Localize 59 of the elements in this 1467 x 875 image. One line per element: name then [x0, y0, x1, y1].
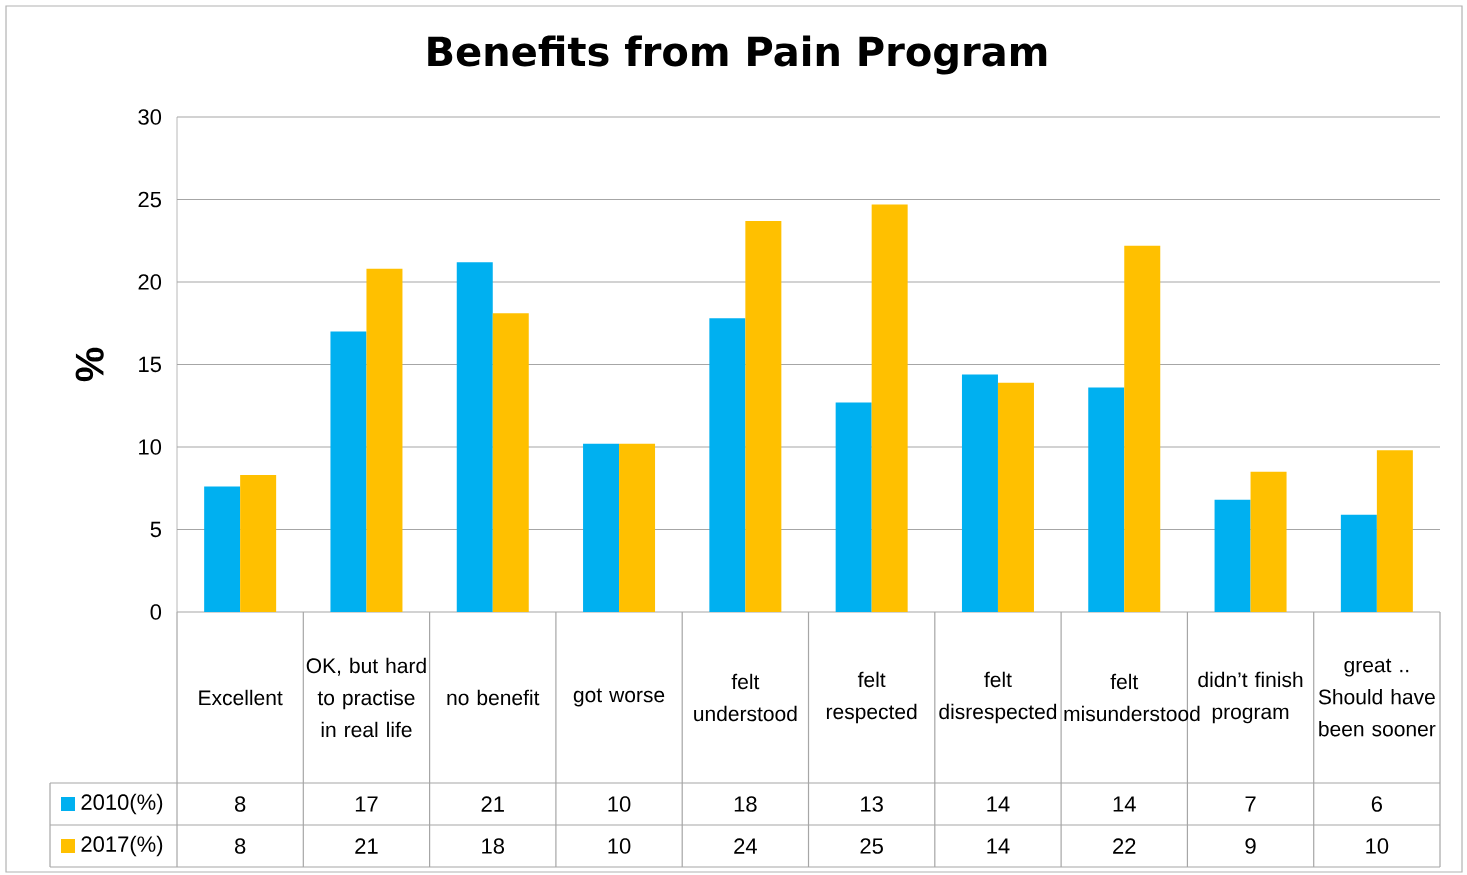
y-tick-label: 0	[150, 604, 162, 620]
bar	[366, 268, 403, 612]
data-label: 13	[861, 796, 883, 812]
legend-label: 2017(%)	[81, 835, 163, 857]
bar	[1340, 514, 1377, 612]
data-label: 24	[734, 838, 757, 854]
y-tick-label: 10	[139, 439, 162, 455]
x-tick-label: no benefit	[447, 689, 540, 706]
bar	[1376, 450, 1413, 612]
x-tick-label: felt disrespected	[939, 671, 1057, 724]
x-tick-label: OK, but hard to practise in real life	[306, 657, 426, 738]
data-label: 6	[1371, 796, 1382, 812]
x-tick-label: got worse	[573, 688, 665, 707]
y-tick-label: 5	[150, 521, 161, 538]
legend-label: 2010(%)	[81, 793, 163, 815]
x-tick-label: felt understood	[694, 673, 797, 722]
x-tick-label: great .. Should have been sooner	[1318, 658, 1436, 737]
bar	[492, 313, 529, 612]
y-axis-title: %	[75, 347, 104, 382]
y-tick-label: 25	[138, 191, 161, 208]
y-tick-label: 15	[139, 356, 161, 373]
bar	[997, 382, 1034, 612]
bar	[871, 204, 908, 612]
bar	[1088, 387, 1125, 612]
data-label: 18	[734, 796, 757, 812]
bar	[1124, 245, 1161, 612]
bar	[456, 262, 493, 612]
x-tick-label: Excellent	[199, 689, 283, 706]
data-label: 22	[1113, 838, 1136, 854]
bar	[619, 443, 656, 612]
data-label: 9	[1245, 838, 1256, 854]
data-label: 14	[987, 796, 1010, 812]
chart-title: Benefits from Pain Program	[428, 35, 1047, 75]
bar	[1250, 471, 1287, 612]
bar	[204, 486, 241, 612]
bar	[835, 402, 872, 612]
data-label: 7	[1245, 796, 1256, 812]
bar	[709, 318, 746, 612]
data-label: 25	[860, 838, 883, 854]
bar	[240, 475, 277, 612]
y-tick-label: 30	[138, 109, 162, 125]
bar	[1214, 499, 1251, 612]
x-tick-label: felt respected	[826, 671, 917, 724]
data-label: 21	[481, 796, 504, 812]
data-label: 8	[234, 838, 246, 854]
data-label: 21	[355, 838, 378, 854]
data-label: 10	[608, 838, 631, 854]
data-label: 8	[234, 796, 246, 812]
bar	[583, 443, 620, 612]
data-label: 17	[355, 796, 378, 812]
y-tick-label: 20	[138, 274, 162, 290]
data-label: 10	[608, 796, 631, 812]
data-label: 14	[987, 838, 1010, 854]
bar	[745, 220, 782, 612]
data-label: 10	[1366, 838, 1389, 854]
bar	[961, 374, 998, 612]
data-label: 14	[1113, 796, 1136, 812]
bar	[330, 331, 367, 612]
data-label: 18	[482, 838, 505, 854]
